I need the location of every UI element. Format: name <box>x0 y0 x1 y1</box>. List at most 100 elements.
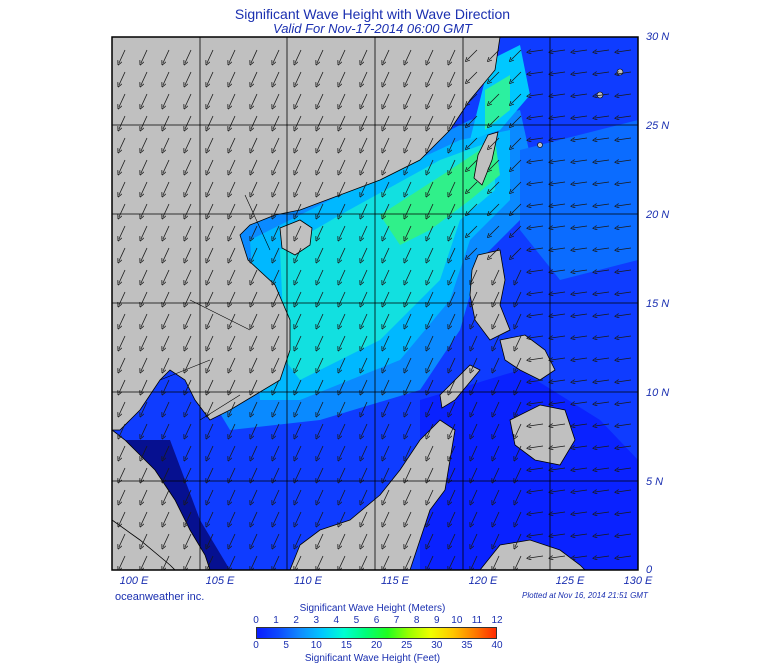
legend-tick: 11 <box>471 615 483 626</box>
wave-direction-arrow <box>207 115 214 129</box>
wave-direction-arrow <box>529 556 544 558</box>
wave-direction-arrow <box>185 555 192 569</box>
wave-direction-arrow <box>229 269 236 283</box>
wave-direction-arrow <box>119 225 126 239</box>
wave-direction-arrow <box>229 49 236 63</box>
wave-direction-arrow <box>427 489 434 503</box>
wave-direction-arrow <box>467 247 478 258</box>
wave-direction-arrow <box>471 489 478 503</box>
lon-label: 110 E <box>294 575 322 587</box>
wave-direction-arrow <box>339 49 346 63</box>
wave-direction-arrow <box>383 357 390 371</box>
wave-direction-arrow <box>427 423 434 437</box>
wave-direction-arrow <box>185 379 192 393</box>
wave-direction-arrow <box>361 423 368 437</box>
wave-direction-arrow <box>273 137 280 151</box>
wave-direction-arrow <box>141 357 148 371</box>
wave-direction-arrow <box>185 445 192 459</box>
wave-direction-arrow <box>317 401 324 415</box>
wave-direction-arrow <box>595 270 610 272</box>
wave-direction-arrow <box>573 380 588 382</box>
wave-direction-arrow <box>339 247 346 261</box>
wave-direction-arrow <box>229 137 236 151</box>
wave-direction-arrow <box>383 511 390 525</box>
wave-direction-arrow <box>427 137 434 151</box>
wave-direction-arrow <box>163 93 170 107</box>
wave-direction-arrow <box>405 247 412 261</box>
wave-direction-arrow <box>405 71 412 85</box>
wave-direction-arrow <box>185 225 192 239</box>
wave-direction-arrow <box>229 159 236 173</box>
wave-direction-arrow <box>273 115 280 129</box>
wave-direction-arrow <box>339 137 346 151</box>
wave-direction-arrow <box>493 423 500 437</box>
wave-direction-arrow <box>573 468 588 470</box>
wave-direction-arrow <box>361 335 368 349</box>
land-malay-peninsula <box>112 429 211 570</box>
wave-direction-arrow <box>529 182 544 184</box>
legend-tick: 5 <box>283 640 289 651</box>
legend-tick: 6 <box>373 615 380 626</box>
wave-direction-arrow <box>551 292 566 294</box>
wave-direction-arrow <box>185 467 192 481</box>
wave-direction-arrow <box>551 534 566 536</box>
lat-label: 5 N <box>646 476 664 488</box>
wave-direction-arrow <box>405 115 412 129</box>
wave-direction-arrow <box>617 138 632 140</box>
wave-direction-arrow <box>163 181 170 195</box>
wave-direction-arrow <box>449 423 456 437</box>
wave-direction-arrow <box>251 555 258 569</box>
wave-direction-arrow <box>449 203 456 217</box>
wave-direction-arrow <box>383 181 390 195</box>
wave-direction-arrow <box>405 225 412 239</box>
wave-direction-arrow <box>229 71 236 85</box>
wave-direction-arrow <box>515 401 522 415</box>
wave-direction-arrow <box>317 247 324 261</box>
wave-direction-arrow <box>207 225 214 239</box>
water-peak-zone <box>380 140 500 245</box>
wave-direction-arrow <box>317 335 324 349</box>
wave-direction-arrow <box>119 71 126 85</box>
wave-direction-arrow <box>207 159 214 173</box>
wave-direction-arrow <box>383 137 390 151</box>
wave-direction-arrow <box>551 336 566 338</box>
wave-direction-arrow <box>595 402 610 404</box>
wave-direction-arrow <box>573 424 588 426</box>
wave-direction-arrow <box>207 71 214 85</box>
map-subtitle: Valid For Nov-17-2014 06:00 GMT <box>273 21 472 36</box>
wave-direction-arrow <box>361 203 368 217</box>
wave-direction-arrow <box>529 314 544 316</box>
wave-direction-arrow <box>427 313 434 327</box>
wave-direction-arrow <box>295 225 302 239</box>
wave-direction-arrow <box>573 446 588 448</box>
wave-direction-arrow <box>163 247 170 261</box>
wave-direction-arrow <box>361 181 368 195</box>
wave-direction-arrow <box>471 401 478 415</box>
wave-direction-arrow <box>529 358 544 360</box>
wave-direction-arrow <box>427 49 434 63</box>
wave-direction-arrow <box>405 313 412 327</box>
wave-direction-arrow <box>163 335 170 349</box>
wave-direction-arrow <box>511 247 522 258</box>
wave-direction-arrow <box>383 71 390 85</box>
wave-direction-arrow <box>595 72 610 74</box>
wave-direction-arrow <box>339 269 346 283</box>
wave-direction-arrow <box>489 225 500 236</box>
wave-direction-arrow <box>449 225 456 239</box>
wave-direction-arrow <box>251 357 258 371</box>
wave-direction-arrow <box>551 556 566 558</box>
wave-direction-arrow <box>551 72 566 74</box>
wave-direction-arrow <box>229 335 236 349</box>
wave-direction-arrow <box>119 137 126 151</box>
wave-direction-arrow <box>449 335 456 349</box>
wave-direction-arrow <box>383 533 390 547</box>
wave-direction-arrow <box>295 445 302 459</box>
wave-direction-arrow <box>515 357 522 371</box>
wave-direction-arrow <box>273 181 280 195</box>
wave-direction-arrow <box>515 379 522 393</box>
wave-direction-arrow <box>529 204 544 206</box>
wave-direction-arrow <box>273 225 280 239</box>
legend-tick: 20 <box>370 640 383 651</box>
wave-direction-arrow <box>493 445 500 459</box>
wave-direction-arrow <box>515 335 522 349</box>
